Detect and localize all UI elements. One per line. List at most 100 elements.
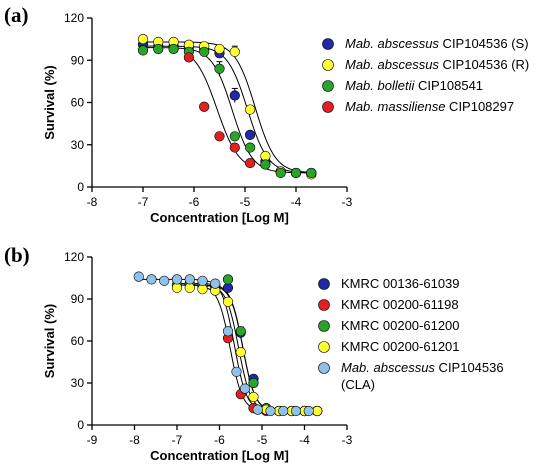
legend-label-text: CIP104536 (S)	[439, 36, 529, 51]
data-point-series-1	[229, 46, 240, 57]
x-tick-label: -7	[138, 195, 149, 209]
data-point-series-2	[229, 131, 240, 142]
y-tick-label: 0	[77, 180, 84, 194]
data-point-series-0	[229, 90, 240, 101]
data-point-series-4	[252, 404, 263, 415]
fit-curve-series-0	[140, 45, 314, 174]
data-point-series-3	[199, 101, 210, 112]
x-tick-label: -3	[342, 195, 353, 209]
data-point-series-2	[275, 167, 286, 179]
data-point-series-2	[168, 43, 179, 55]
x-tick-label: -8	[87, 195, 98, 209]
legend-label-text: KMRC 00136-61039	[341, 276, 460, 291]
x-tick-label: -5	[257, 433, 268, 447]
legend-label-italic: Mab. massiliense	[345, 99, 445, 114]
data-point-series-2	[290, 167, 302, 179]
legend-marker	[318, 341, 330, 353]
legend-label: Mab. abscessus CIP104536	[341, 360, 504, 375]
data-point-series-1	[245, 104, 256, 115]
legend-label-text: CIP108297	[445, 99, 514, 114]
data-point-series-3	[222, 296, 234, 307]
x-tick-label: -4	[299, 433, 310, 447]
data-point-series-2	[260, 159, 271, 170]
legend-item: Mab. abscessus CIP104536 (R)	[322, 57, 529, 72]
data-point-series-3	[245, 157, 256, 169]
legend-marker	[322, 38, 334, 50]
x-tick-label: -4	[291, 195, 302, 209]
data-point-series-0	[245, 129, 256, 140]
legend-label: Mab. massiliense CIP108297	[345, 99, 514, 114]
y-tick-label: 120	[64, 250, 84, 264]
legend-label-line2: (CLA)	[341, 377, 375, 392]
data-point-series-3	[235, 347, 246, 358]
data-point-series-2	[153, 43, 164, 55]
data-point-series-4	[184, 274, 195, 285]
legend-label-text: CIP104536	[435, 360, 504, 375]
chart-panel-b: (b) -9 -8 -7 -6 -5 -4 -3 0 30 60 90 120 Concentration…	[4, 243, 504, 463]
data-point-series-4	[239, 383, 251, 394]
data-point-series-3	[229, 142, 240, 153]
data-point-series-4	[231, 366, 242, 377]
data-point-series-3	[214, 131, 225, 142]
x-axis-title: Concentration [Log M]	[150, 448, 289, 463]
data-point-series-4	[265, 405, 276, 417]
x-tick-label: -7	[172, 433, 183, 447]
legend-label-italic: Mab. bolletii	[345, 78, 415, 93]
panel-label: (b)	[4, 243, 30, 267]
legend-item: KMRC 00136-61039	[318, 276, 460, 291]
legend-item: KMRC 00200-61198	[318, 297, 459, 312]
y-tick-label: 90	[71, 292, 85, 306]
legend-label: KMRC 00200-61201	[341, 339, 460, 354]
legend-label: Mab. abscessus CIP104536 (R)	[345, 57, 529, 72]
legend-label: Mab. abscessus CIP104536 (S)	[345, 36, 529, 51]
panel-label: (a)	[4, 3, 29, 27]
data-point-series-1	[137, 34, 149, 45]
y-tick-label: 60	[71, 334, 85, 348]
data-point-series-3	[312, 405, 323, 417]
legend-label: KMRC 00136-61039	[341, 276, 460, 291]
data-point-series-4	[159, 275, 170, 286]
data-point-series-2	[222, 274, 234, 285]
legend-label-text: CIP104536 (R)	[439, 57, 529, 72]
legend-marker	[318, 362, 330, 374]
legend-label-text: CIP108541	[414, 78, 483, 93]
x-tick-label: -6	[214, 433, 225, 447]
legend-item: Mab. bolletii CIP108541	[322, 78, 483, 93]
x-tick-label: -3	[342, 433, 353, 447]
y-axis-title: Survival (%)	[42, 304, 57, 378]
data-point-series-4	[171, 274, 183, 285]
data-point-series-4	[133, 271, 144, 282]
legend-marker	[322, 101, 334, 113]
legend-label: KMRC 00200-61200	[341, 318, 460, 333]
legend-label-text: KMRC 00200-61200	[341, 318, 460, 333]
legend-marker	[318, 278, 330, 290]
data-point-series-2	[235, 326, 246, 337]
data-point-series-2	[248, 377, 259, 389]
legend-label: KMRC 00200-61198	[341, 297, 459, 312]
data-point-series-4	[197, 275, 208, 286]
y-tick-label: 30	[71, 376, 85, 390]
legend-item: KMRC 00200-61201	[318, 339, 460, 354]
data-point-series-4	[210, 278, 221, 289]
x-tick-label: -8	[129, 433, 140, 447]
legend-label-text: KMRC 00200-61198	[341, 297, 459, 312]
legend-label-italic: Mab. abscessus	[345, 36, 439, 51]
x-tick-label: -5	[240, 195, 251, 209]
data-point-series-2	[245, 142, 256, 153]
data-point-series-4	[222, 326, 234, 337]
legend-marker	[318, 299, 330, 311]
data-point-series-2	[214, 63, 225, 74]
y-tick-label: 60	[71, 96, 85, 110]
data-point-series-2	[199, 46, 210, 57]
y-tick-label: 90	[71, 53, 85, 67]
legend-item: Mab. abscessus CIP104536 (S)	[322, 36, 529, 51]
legend-item: Mab. massiliense CIP108297	[322, 99, 514, 114]
legend-label-text: KMRC 00200-61201	[341, 339, 460, 354]
y-tick-label: 120	[64, 11, 84, 25]
data-point-series-4	[290, 405, 302, 417]
fit-curve-series-3	[186, 53, 253, 168]
x-tick-label: -6	[189, 195, 200, 209]
chart-panel-a: (a) -8 -7 -6 -5 -4 -3 0 30 60 90 120 Concentration […	[4, 3, 529, 225]
y-tick-label: 0	[77, 418, 84, 432]
